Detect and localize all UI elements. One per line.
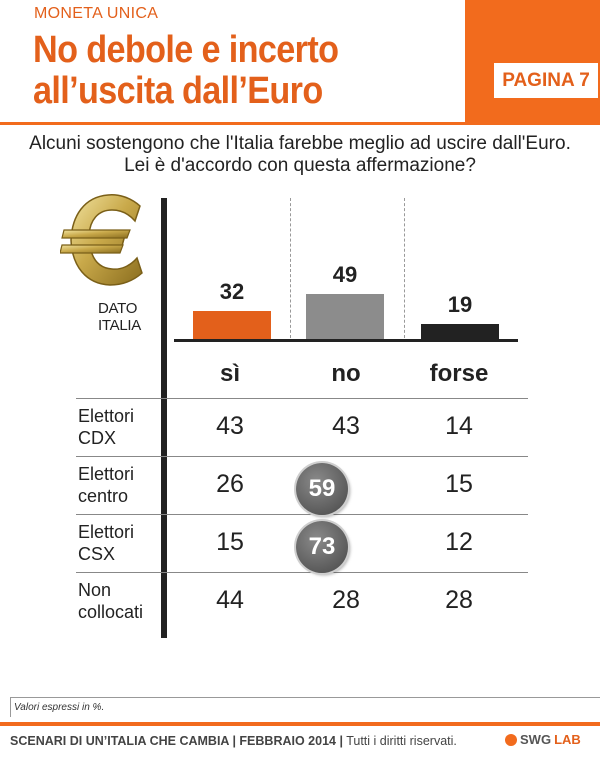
row-label-line2: centro: [78, 486, 129, 506]
row-divider: [76, 572, 528, 573]
table-cell: 12: [445, 528, 473, 556]
row-divider: [76, 514, 528, 515]
highlighted-cell: 59: [296, 463, 348, 515]
footer-rights: Tutti i diritti riservati.: [346, 734, 457, 748]
chart-baseline: [174, 339, 518, 342]
swg-logo: SWG LAB: [505, 732, 581, 747]
column-divider: [290, 198, 291, 338]
footer-rule: [0, 722, 600, 726]
column-header-no: no: [331, 360, 361, 387]
column-header-forse: forse: [429, 360, 489, 387]
column-divider: [404, 198, 405, 338]
highlighted-cell: 73: [296, 521, 348, 573]
section-label: MONETA UNICA: [34, 5, 159, 22]
table-cell: 44: [216, 586, 244, 614]
footer: SCENARI DI UN’ITALIA CHE CAMBIA | FEBBRA…: [10, 734, 457, 748]
page-title-line2: all’uscita dall’Euro: [33, 70, 323, 112]
logo-text: SWG: [520, 732, 552, 747]
table-cell: 43: [216, 412, 244, 440]
row-label: Elettori centro: [78, 463, 134, 507]
table-cell: 26: [216, 470, 244, 498]
column-header-si: sì: [219, 360, 240, 387]
bar-2: [421, 324, 499, 340]
table-cell: 14: [445, 412, 473, 440]
row-label-line1: Elettori: [78, 464, 135, 484]
row-label-line1: Non: [78, 580, 112, 600]
page-number: PAGINA 7: [494, 63, 598, 98]
table-cell: 15: [216, 528, 244, 556]
question: Alcuni sostengono che l'Italia farebbe m…: [0, 133, 600, 177]
question-line1: Alcuni sostengono che l'Italia farebbe m…: [29, 133, 571, 154]
table-cell: 43: [332, 412, 360, 440]
note-box: [10, 697, 600, 717]
swg-logo-icon: [505, 733, 517, 746]
page-title: No debole e incerto all’uscita dall’Euro: [33, 29, 339, 112]
row-label: Elettori CSX: [78, 521, 134, 565]
question-line2: Lei è d'accordo con questa affermazione?: [124, 155, 476, 176]
bar-1: [306, 294, 384, 340]
chart-label-line1: DATO: [98, 300, 138, 317]
footer-title: SCENARI DI UN’ITALIA CHE CAMBIA | FEBBRA…: [10, 734, 343, 748]
note: Valori espressi in %.: [14, 702, 105, 713]
vertical-axis: [161, 198, 167, 638]
chart-label-line2: ITALIA: [98, 317, 141, 334]
logo-suffix: LAB: [554, 732, 581, 747]
header-rule: [0, 122, 600, 125]
table-cell: 15: [445, 470, 473, 498]
table-cell: 28: [332, 586, 360, 614]
row-label-line1: Elettori: [78, 522, 135, 542]
bar-value-label: 32: [219, 279, 245, 304]
bar-0: [193, 311, 271, 340]
row-label-line2: CDX: [78, 428, 117, 448]
euro-icon: [60, 194, 143, 286]
row-label: Non collocati: [78, 579, 143, 623]
row-divider: [76, 456, 528, 457]
bar-value-label: 49: [332, 262, 358, 287]
row-label: Elettori CDX: [78, 405, 134, 449]
chart-label: DATO ITALIA: [98, 300, 141, 334]
row-label-line1: Elettori: [78, 406, 135, 426]
row-divider: [76, 398, 528, 399]
header-accent: [465, 0, 600, 122]
row-label-line2: CSX: [78, 544, 116, 564]
table-cell: 28: [445, 586, 473, 614]
page-title-line1: No debole e incerto: [33, 29, 339, 71]
bar-value-label: 19: [447, 292, 473, 317]
row-label-line2: collocati: [78, 602, 144, 622]
